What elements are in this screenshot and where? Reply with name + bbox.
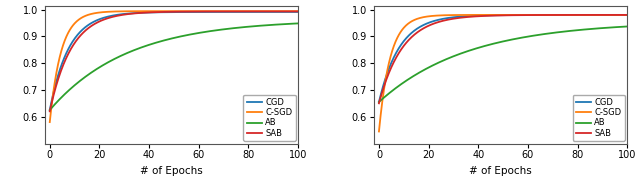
CGD — [562, 14, 570, 16]
CGD — [439, 18, 447, 20]
CGD — [233, 11, 241, 13]
AB — [623, 25, 631, 28]
C-SGD — [562, 14, 570, 16]
AB — [212, 29, 220, 31]
CGD — [294, 11, 302, 13]
C-SGD — [522, 14, 529, 16]
AB — [375, 101, 383, 103]
CGD — [488, 14, 495, 16]
CGD — [419, 24, 427, 26]
AB — [541, 33, 548, 35]
Line: CGD: CGD — [379, 15, 627, 102]
AB — [90, 70, 97, 72]
CGD — [623, 14, 631, 16]
C-SGD — [46, 121, 54, 123]
SAB — [375, 102, 383, 105]
Line: SAB: SAB — [50, 11, 298, 111]
AB — [488, 43, 495, 45]
SAB — [46, 110, 54, 112]
AB — [109, 58, 117, 61]
C-SGD — [488, 14, 495, 16]
SAB — [562, 14, 570, 16]
SAB — [109, 15, 117, 18]
SAB — [158, 11, 166, 13]
C-SGD — [233, 10, 241, 12]
X-axis label: # of Epochs: # of Epochs — [469, 166, 532, 176]
Line: C-SGD: C-SGD — [50, 11, 298, 122]
SAB — [233, 10, 241, 13]
CGD — [158, 11, 166, 13]
C-SGD — [90, 12, 97, 15]
AB — [439, 60, 447, 62]
SAB — [522, 14, 529, 16]
AB — [233, 27, 241, 29]
C-SGD — [623, 14, 631, 16]
SAB — [294, 10, 302, 13]
Line: AB: AB — [379, 26, 627, 102]
CGD — [375, 101, 383, 103]
SAB — [439, 20, 447, 22]
CGD — [522, 14, 529, 16]
AB — [46, 109, 54, 111]
C-SGD — [294, 10, 302, 12]
Legend: CGD, C-SGD, AB, SAB: CGD, C-SGD, AB, SAB — [573, 95, 625, 141]
AB — [562, 30, 570, 32]
SAB — [488, 15, 495, 17]
AB — [192, 32, 200, 35]
C-SGD — [419, 16, 427, 18]
C-SGD — [158, 10, 166, 12]
Legend: CGD, C-SGD, AB, SAB: CGD, C-SGD, AB, SAB — [243, 95, 296, 141]
AB — [419, 70, 427, 72]
AB — [294, 22, 302, 24]
CGD — [541, 14, 548, 16]
X-axis label: # of Epochs: # of Epochs — [140, 166, 203, 176]
C-SGD — [375, 130, 383, 132]
CGD — [90, 21, 97, 23]
SAB — [90, 23, 97, 26]
C-SGD — [192, 10, 200, 12]
SAB — [419, 28, 427, 30]
CGD — [46, 109, 54, 111]
SAB — [623, 14, 631, 16]
CGD — [109, 14, 117, 17]
Line: CGD: CGD — [50, 12, 298, 110]
Line: AB: AB — [50, 23, 298, 110]
Line: SAB: SAB — [379, 15, 627, 103]
SAB — [212, 10, 220, 13]
SAB — [192, 10, 200, 13]
AB — [522, 36, 529, 38]
CGD — [192, 11, 200, 13]
C-SGD — [541, 14, 548, 16]
CGD — [212, 11, 220, 13]
SAB — [541, 14, 548, 16]
C-SGD — [212, 10, 220, 12]
AB — [158, 40, 166, 42]
C-SGD — [439, 14, 447, 16]
Line: C-SGD: C-SGD — [379, 15, 627, 131]
C-SGD — [109, 10, 117, 13]
